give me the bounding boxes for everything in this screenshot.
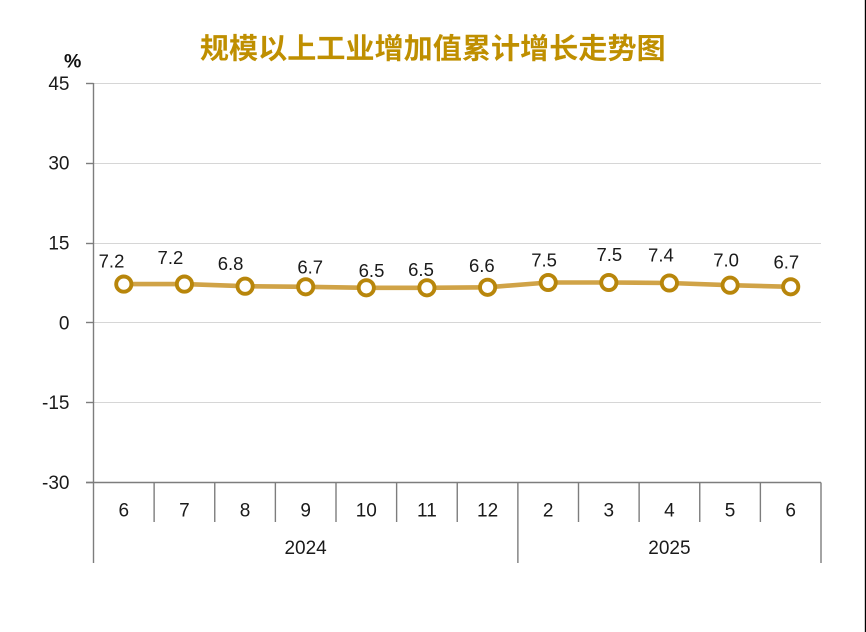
svg-text:2: 2 <box>543 501 554 522</box>
svg-text:45: 45 <box>48 74 69 95</box>
svg-text:8: 8 <box>240 501 251 522</box>
svg-text:2024: 2024 <box>284 538 327 559</box>
svg-text:6.7: 6.7 <box>297 256 323 277</box>
svg-text:-30: -30 <box>42 473 69 494</box>
svg-text:2025: 2025 <box>648 538 690 559</box>
svg-text:0: 0 <box>59 313 70 334</box>
svg-text:3: 3 <box>604 501 615 522</box>
svg-text:7: 7 <box>179 501 190 522</box>
svg-text:6.5: 6.5 <box>408 259 434 280</box>
svg-text:12: 12 <box>477 501 498 522</box>
svg-text:7.2: 7.2 <box>99 251 125 272</box>
svg-text:7.2: 7.2 <box>158 247 184 268</box>
svg-text:7.5: 7.5 <box>531 250 557 271</box>
svg-text:9: 9 <box>300 501 311 522</box>
svg-text:5: 5 <box>725 501 736 522</box>
svg-text:6.6: 6.6 <box>469 255 495 276</box>
svg-text:10: 10 <box>356 501 377 522</box>
svg-text:30: 30 <box>48 154 69 175</box>
svg-text:6.7: 6.7 <box>773 251 799 272</box>
svg-text:4: 4 <box>664 501 675 522</box>
svg-text:6.8: 6.8 <box>218 253 244 274</box>
svg-text:6: 6 <box>119 501 130 522</box>
svg-text:7.4: 7.4 <box>648 245 674 266</box>
svg-text:-15: -15 <box>42 393 69 414</box>
svg-text:11: 11 <box>417 501 437 522</box>
svg-text:%: % <box>64 51 81 73</box>
svg-text:15: 15 <box>48 234 69 255</box>
svg-text:7.5: 7.5 <box>596 244 622 265</box>
svg-text:6: 6 <box>785 501 796 522</box>
svg-text:7.0: 7.0 <box>713 250 739 271</box>
svg-text:6.5: 6.5 <box>359 260 385 281</box>
